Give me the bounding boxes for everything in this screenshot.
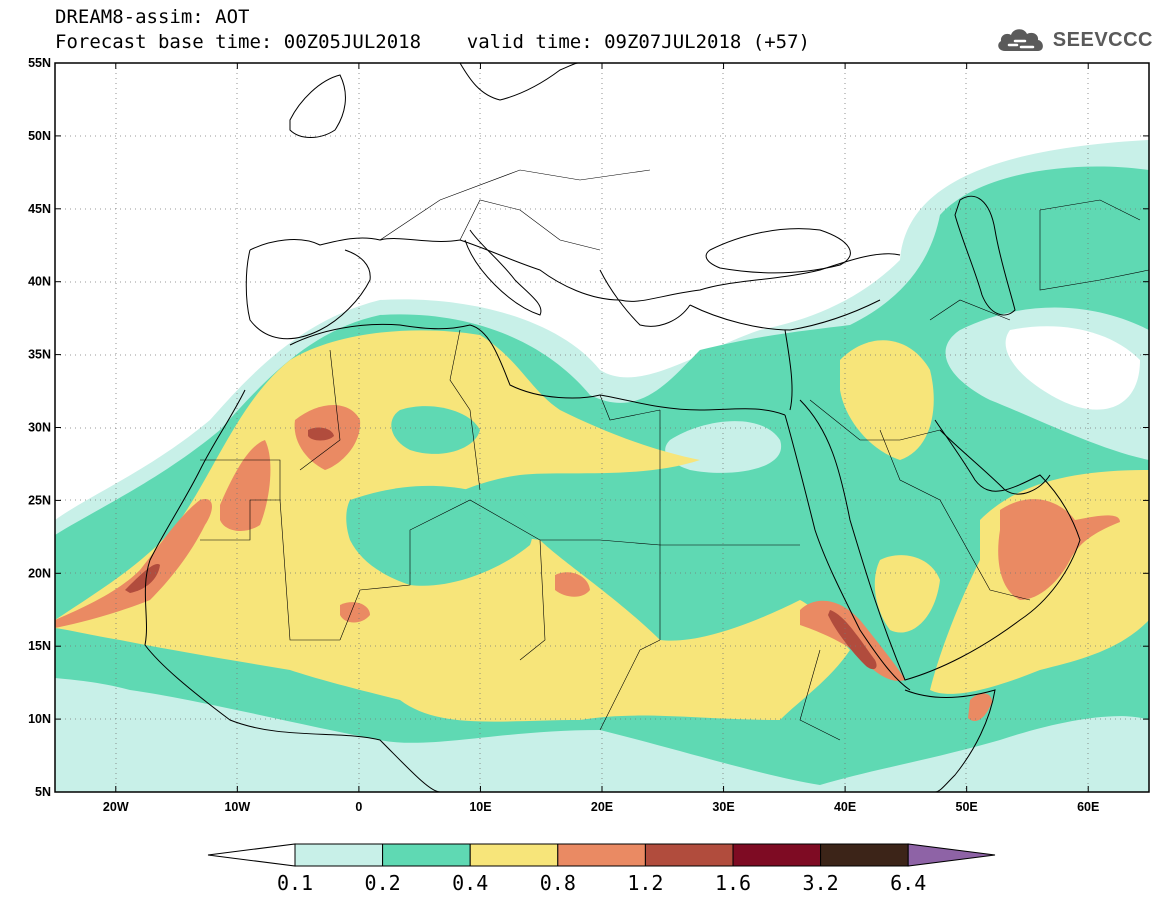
colorbar-swatch	[469, 843, 559, 867]
colorbar-swatch	[732, 843, 822, 867]
levant-coastline	[784, 329, 793, 411]
aot-band-0.8-somalia	[968, 693, 992, 722]
lat-tick-label: 50N	[28, 129, 51, 143]
black-sea-coastline	[705, 228, 851, 274]
colorbar-swatch	[382, 843, 471, 867]
africa-coastline	[144, 389, 441, 792]
colorbar-level-label: 6.4	[890, 871, 926, 895]
cloud-icon	[998, 29, 1043, 51]
lon-tick-label: 30E	[712, 800, 734, 814]
aot-band-0.8-mauritania	[220, 440, 271, 532]
aot-band-algeria-green	[391, 406, 480, 454]
colorbar-swatch	[820, 843, 909, 867]
red-sea-coastline	[784, 414, 911, 691]
lat-tick-label: 10N	[28, 712, 51, 726]
lat-tick-label: 20N	[28, 566, 51, 580]
aot-band-iran-white	[1005, 326, 1140, 410]
aot-band-0.8-west-coast	[55, 499, 212, 628]
lon-tick-label: 40E	[834, 800, 856, 814]
colorbar-level-label: 0.2	[365, 871, 401, 895]
horn-coastline	[904, 689, 996, 792]
lon-tick-label: 10W	[224, 800, 250, 814]
aot-band-iraq-yellow	[840, 340, 934, 460]
arabia-coastline	[799, 399, 1081, 681]
aot-band-0.8-mali	[340, 602, 370, 623]
lon-tick-label: 10E	[469, 800, 491, 814]
colorbar-level-label: 0.8	[540, 871, 576, 895]
colorbar-level-label: 0.4	[452, 871, 488, 895]
lon-tick-label: 0	[355, 800, 362, 814]
caspian-coastline	[954, 195, 1016, 316]
colorbar-level-label: 1.2	[627, 871, 663, 895]
logo-text: SEEVCCC	[1052, 28, 1153, 51]
aot-band-arabia-mid-yellow	[874, 555, 940, 633]
italy-coastline	[464, 229, 542, 316]
longitude-axis: 20W 10W 0 10E 20E 30E 40E 50E 60E	[103, 63, 1099, 814]
colorbar: 0.1 0.2 0.4 0.8 1.2 1.6 3.2 6.4	[207, 843, 996, 895]
lat-tick-label: 40N	[28, 275, 51, 289]
map-plot-area	[55, 63, 1149, 792]
lon-tick-label: 60E	[1077, 800, 1099, 814]
aot-band-1.2-eritrea	[828, 610, 877, 670]
forecast-time-subtitle: Forecast base time: 00Z05JUL2018 valid t…	[55, 31, 810, 53]
country-borders	[200, 169, 1149, 741]
med-south-coastline	[289, 323, 786, 416]
coastlines	[144, 63, 1081, 792]
colorbar-level-label: 3.2	[803, 871, 839, 895]
colorbar-swatch	[557, 843, 646, 867]
colorbar-level-label: 1.6	[715, 871, 751, 895]
colorbar-swatch	[294, 843, 384, 867]
seevccc-logo: SEEVCCC	[995, 22, 1153, 58]
aot-band-1.2-morocco	[308, 427, 334, 441]
lat-tick-label: 15N	[28, 639, 51, 653]
lat-tick-label: 55N	[28, 56, 51, 70]
aot-band-0.8-oman	[998, 499, 1120, 600]
latitude-axis: 55N 50N 45N 40N 35N 30N 25N 20N 15N 10N 5N	[28, 56, 1149, 799]
lon-tick-label: 20W	[103, 800, 129, 814]
scandinavia-coastline	[459, 63, 579, 101]
uk-coastline	[289, 74, 346, 138]
aot-band-sahara-green	[346, 485, 533, 586]
aot-band-0.8-chad	[555, 572, 590, 597]
lon-tick-label: 50E	[956, 800, 978, 814]
colorbar-over-triangle	[907, 843, 996, 867]
lat-tick-label: 25N	[28, 493, 51, 507]
lat-tick-label: 45N	[28, 202, 51, 216]
turkey-coastline	[689, 299, 881, 331]
persian-gulf-coastline	[939, 429, 1051, 495]
iberia-coastline	[245, 249, 371, 340]
lon-tick-label: 20E	[591, 800, 613, 814]
greece-coastline	[599, 269, 691, 327]
lat-tick-label: 35N	[28, 348, 51, 362]
aot-band-0.4	[55, 330, 850, 722]
lat-tick-label: 5N	[35, 785, 51, 799]
europe-coastline	[249, 237, 901, 302]
lat-tick-label: 30N	[28, 421, 51, 435]
colorbar-level-label: 0.1	[277, 871, 313, 895]
aot-band-1.2-coast	[125, 564, 160, 593]
map-title: DREAM8-assim: AOT	[55, 6, 250, 28]
colorbar-under-triangle	[207, 843, 296, 867]
colorbar-swatch	[644, 843, 734, 867]
